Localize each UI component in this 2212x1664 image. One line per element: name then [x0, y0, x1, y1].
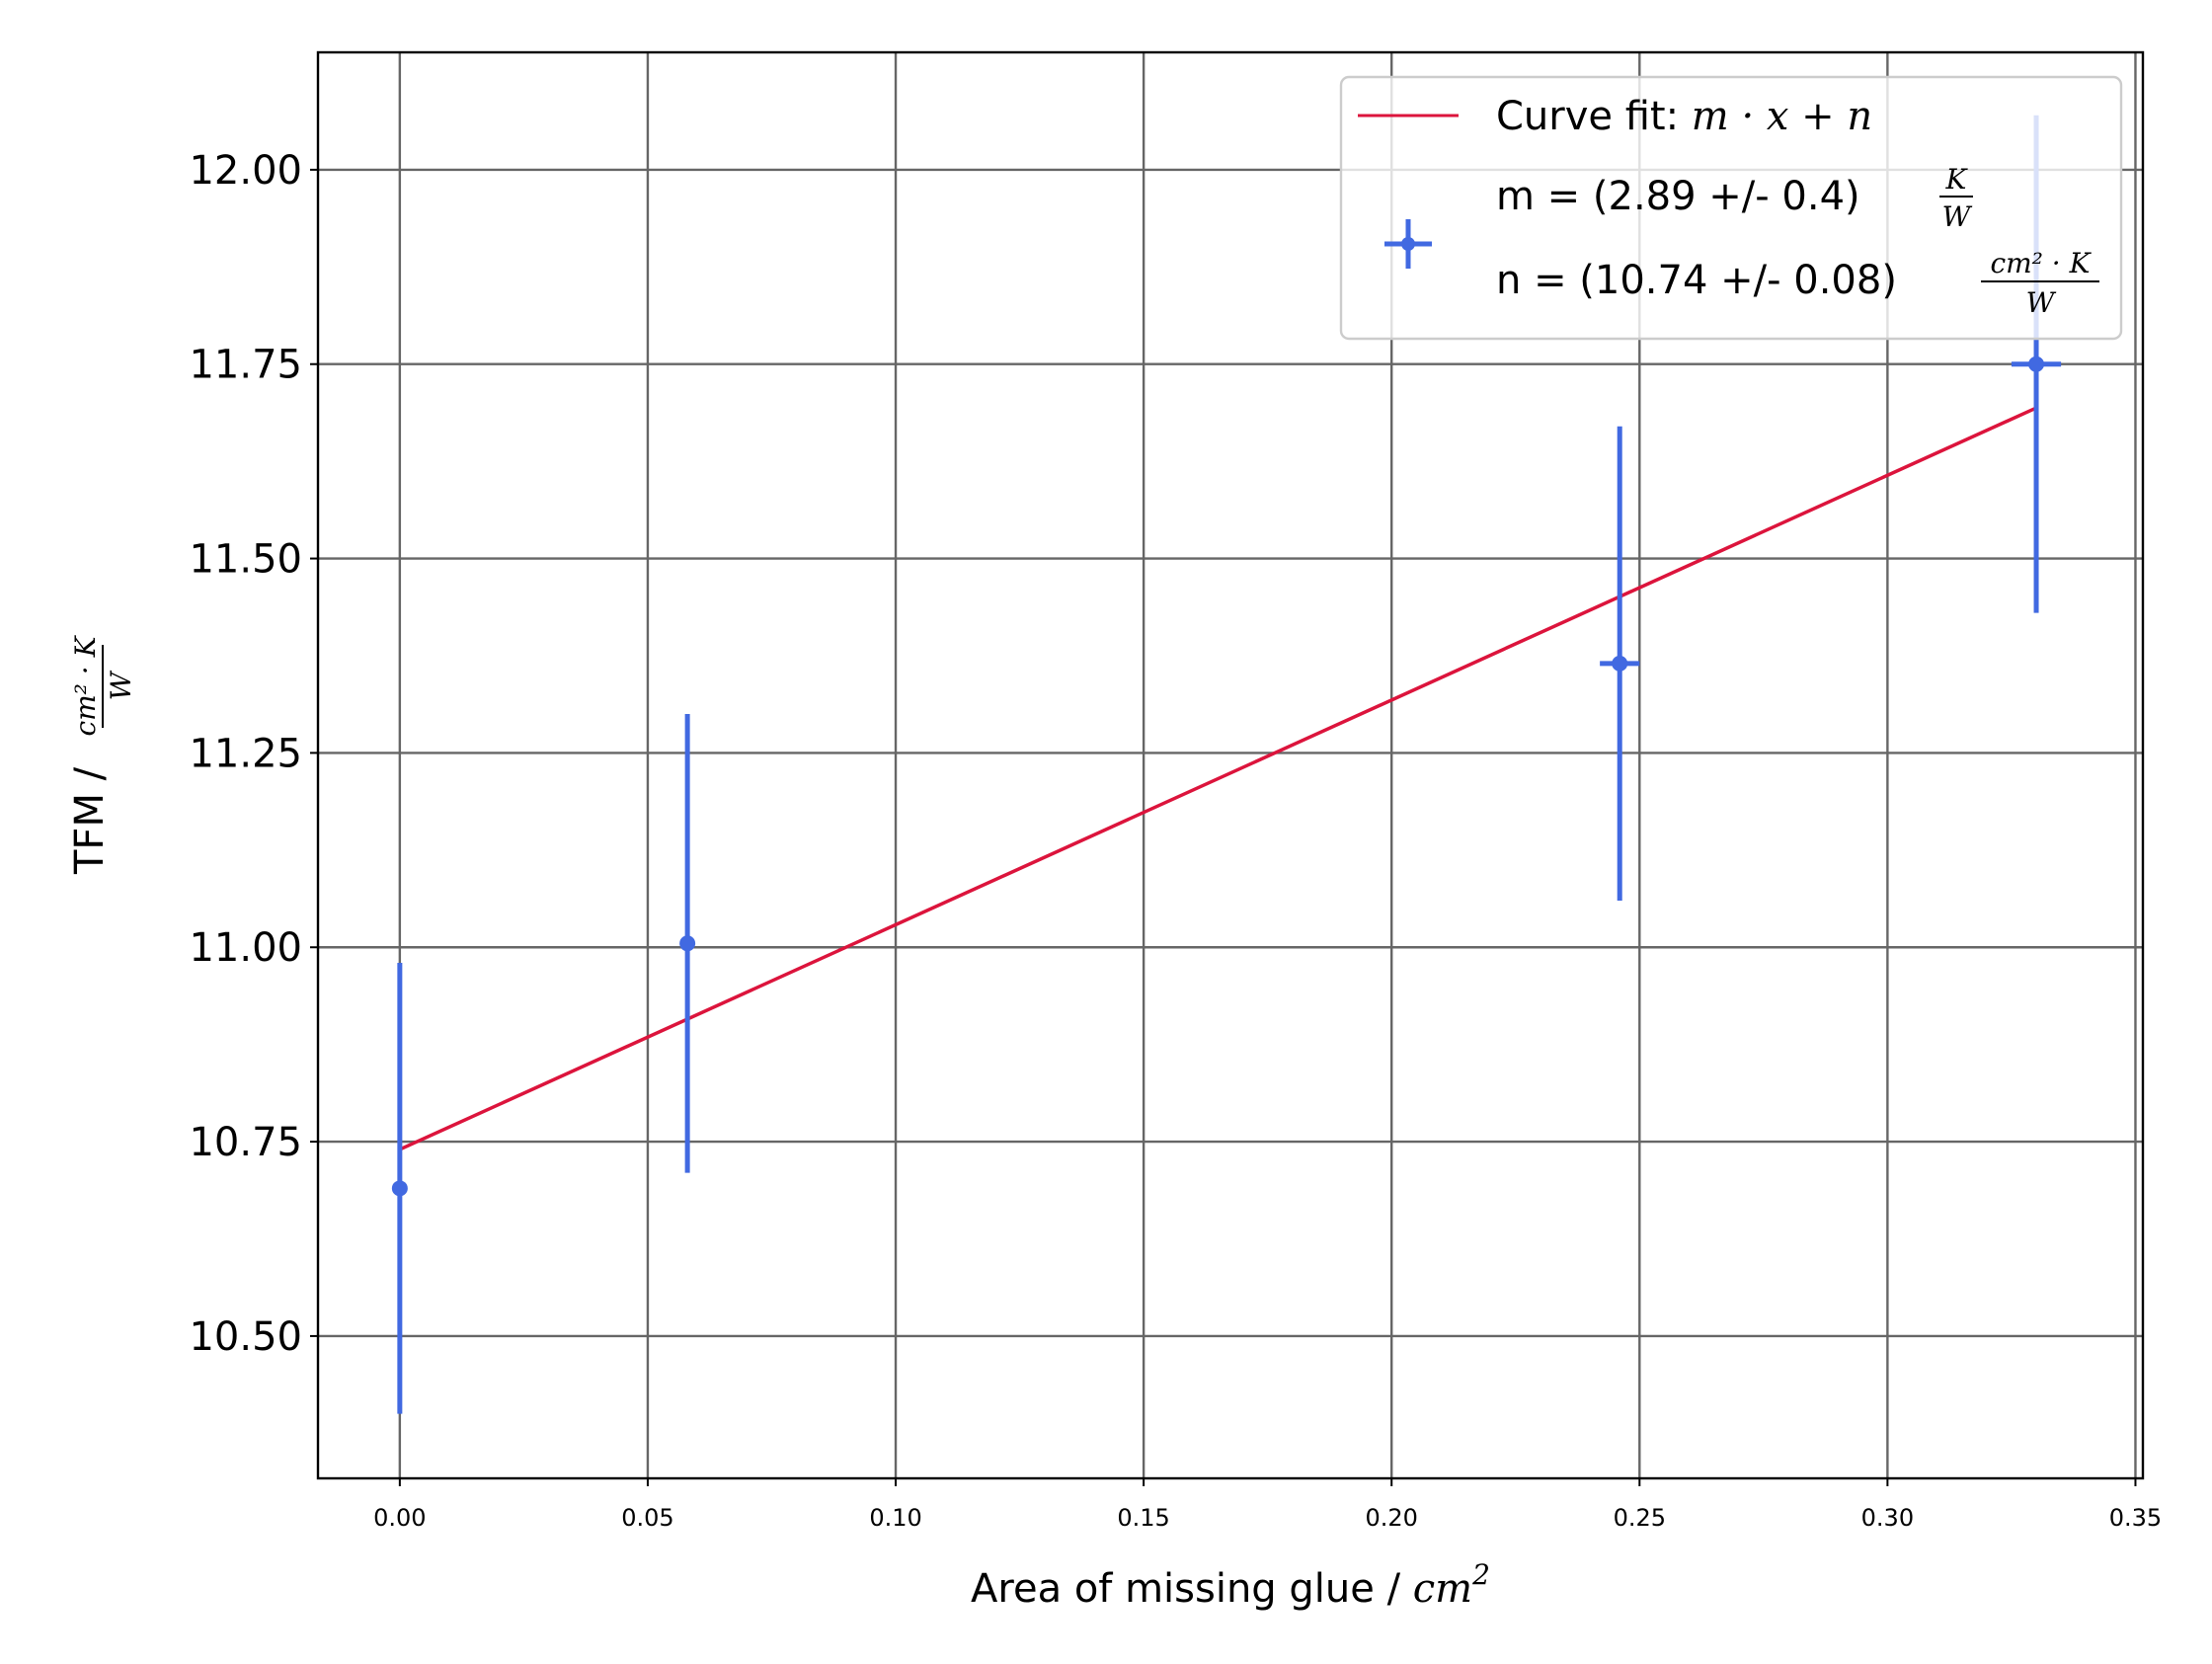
- y-tick-label: 11.50: [189, 537, 302, 583]
- x-tick-label: 0.15: [1117, 1504, 1169, 1532]
- data-marker: [391, 1180, 408, 1197]
- legend-n-unit-num: cm² · K: [1990, 247, 2092, 279]
- legend: Curve fit: m · x + n m = (2.89 +/- 0.4) …: [1339, 75, 2123, 341]
- svg-text:W: W: [105, 670, 137, 700]
- legend-m-label: m = (2.89 +/- 0.4): [1496, 174, 1860, 219]
- y-axis-label: TFM / cm² · K W: [67, 634, 137, 875]
- ticks: 0.00 0.05 0.10 0.15 0.20 0.25 0.30 0.35 10.50 10.…: [189, 148, 2162, 1532]
- legend-m-unit-den: W: [1942, 200, 1973, 233]
- fit-line: [399, 406, 2037, 1151]
- data-point: [1600, 426, 1640, 901]
- data-marker: [2028, 356, 2045, 372]
- grid: [318, 52, 2143, 1478]
- y-tick-label: 10.50: [189, 1314, 302, 1360]
- x-axis-label: Area of missing glue / cm2: [971, 1558, 1490, 1612]
- fit-line-layer: [399, 406, 2037, 1151]
- y-tick-label: 10.75: [189, 1120, 302, 1165]
- legend-n-unit-den: W: [2026, 286, 2057, 319]
- legend-m-unit-num: K: [1945, 163, 1969, 196]
- svg-text:TFM /: TFM /: [67, 766, 113, 875]
- y-tick-label: 12.00: [189, 148, 302, 194]
- svg-text:cm² · K: cm² · K: [69, 634, 102, 736]
- data-point: [679, 714, 696, 1173]
- x-tick-label: 0.35: [2109, 1504, 2162, 1532]
- x-tick-label: 0.30: [1861, 1504, 1914, 1532]
- legend-fit-label: Curve fit: m · x + n: [1496, 94, 1872, 139]
- y-tick-label: 11.25: [189, 731, 302, 776]
- x-tick-label: 0.00: [373, 1504, 426, 1532]
- data-marker: [679, 935, 696, 952]
- x-tick-label: 0.25: [1614, 1504, 1666, 1532]
- plot-frame: [316, 50, 2145, 1480]
- x-tick-label: 0.05: [621, 1504, 673, 1532]
- y-tick-label: 11.00: [189, 925, 302, 971]
- y-tick-label: 11.75: [189, 343, 302, 388]
- data-point: [391, 962, 408, 1414]
- legend-errorbar-swatch: [1384, 219, 1432, 269]
- data-marker: [1612, 655, 1628, 672]
- x-tick-label: 0.20: [1365, 1504, 1417, 1532]
- x-tick-label: 0.10: [869, 1504, 921, 1532]
- legend-box: [1339, 75, 2123, 341]
- legend-n-label: n = (10.74 +/- 0.08): [1496, 258, 1897, 303]
